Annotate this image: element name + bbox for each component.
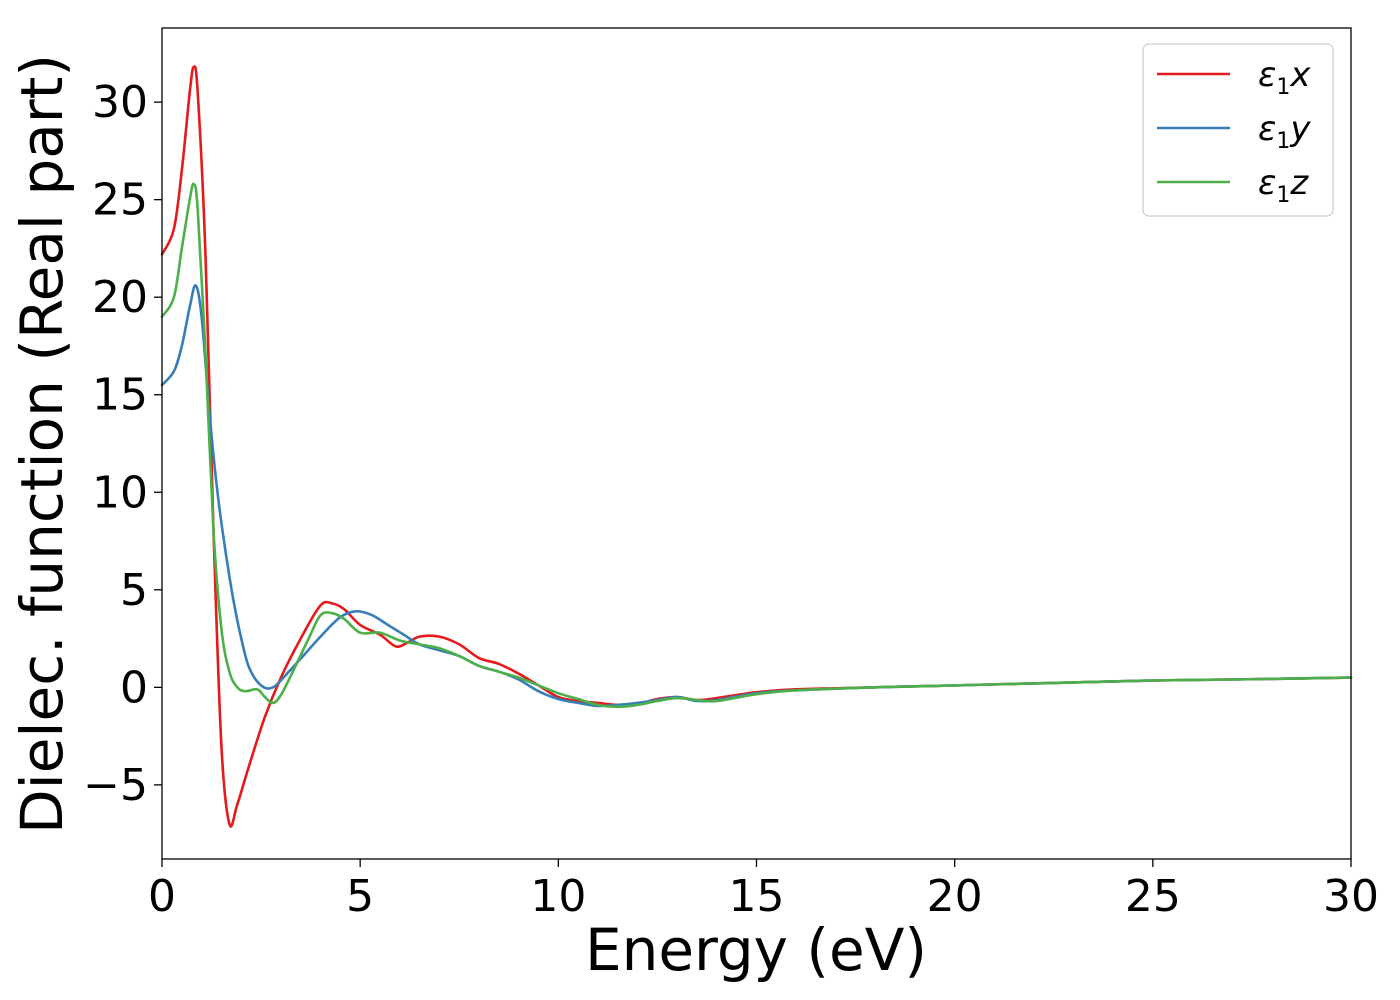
x-tick-label: 10 (530, 871, 586, 922)
series-line-y (160, 284, 1353, 708)
x-tick-label: 5 (346, 871, 374, 922)
legend-label-x: ε1x (1258, 55, 1311, 100)
y-tick-label: 20 (92, 272, 148, 323)
series-layer (160, 65, 1353, 828)
x-axis-ticks: 0 5 10 15 20 25 30 (148, 859, 1379, 922)
y-tick-label: −5 (83, 760, 148, 811)
y-axis-ticks: −5 0 5 10 15 20 25 30 (83, 77, 162, 811)
y-axis-label: Dielec. function (Real part) (8, 54, 76, 834)
y-tick-label: 30 (92, 77, 148, 128)
x-tick-label: 0 (148, 871, 176, 922)
x-tick-label: 25 (1125, 871, 1181, 922)
y-tick-label: 10 (92, 467, 148, 518)
legend-label-z: ε1z (1258, 163, 1309, 208)
legend-entries: ε1x ε1y ε1z (1157, 55, 1311, 208)
x-tick-label: 20 (927, 871, 983, 922)
y-tick-label: 0 (120, 662, 148, 713)
y-tick-label: 25 (92, 175, 148, 226)
x-tick-label: 15 (729, 871, 785, 922)
series-line-z (160, 182, 1353, 709)
legend-box (1142, 43, 1334, 217)
legend: ε1x ε1y ε1z (1142, 43, 1334, 217)
y-tick-label: 5 (120, 565, 148, 616)
x-axis-label: Energy (eV) (585, 916, 927, 984)
legend-label-y: ε1y (1258, 109, 1311, 154)
x-tick-label: 30 (1323, 871, 1379, 922)
y-tick-label: 15 (92, 370, 148, 421)
